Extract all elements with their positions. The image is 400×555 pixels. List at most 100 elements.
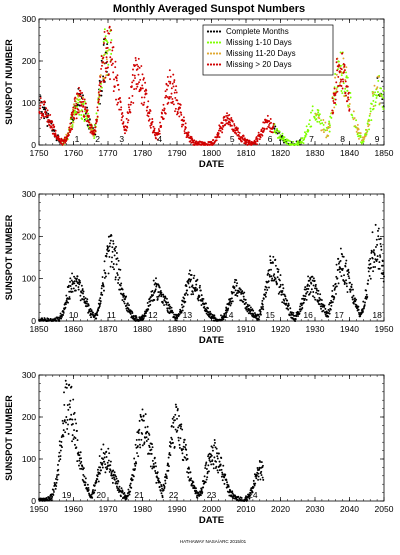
data-point bbox=[311, 275, 314, 278]
data-point bbox=[218, 469, 221, 472]
data-point bbox=[382, 273, 385, 276]
legend-box bbox=[202, 24, 334, 76]
data-point bbox=[324, 307, 327, 310]
data-point bbox=[238, 287, 241, 290]
data-point bbox=[271, 277, 274, 280]
data-point bbox=[109, 56, 112, 59]
data-point bbox=[161, 487, 163, 490]
data-point bbox=[269, 118, 272, 120]
data-point bbox=[343, 274, 345, 277]
data-point bbox=[191, 137, 194, 140]
y-tick-label: 200 bbox=[22, 412, 36, 422]
data-point bbox=[219, 463, 222, 466]
data-point bbox=[378, 238, 381, 241]
data-point bbox=[91, 128, 94, 131]
data-point bbox=[115, 477, 118, 480]
data-point bbox=[89, 307, 92, 310]
data-point bbox=[272, 122, 275, 125]
data-point bbox=[172, 311, 174, 314]
data-point bbox=[138, 428, 141, 431]
data-point bbox=[100, 67, 103, 70]
data-point bbox=[276, 282, 278, 285]
y-axis-label: SUNSPOT NUMBER bbox=[4, 395, 14, 481]
data-point bbox=[346, 291, 349, 293]
data-point bbox=[94, 126, 97, 129]
data-point bbox=[352, 294, 355, 297]
data-point bbox=[182, 445, 185, 448]
data-point bbox=[154, 461, 157, 464]
data-point bbox=[266, 127, 268, 130]
data-point bbox=[138, 66, 141, 69]
data-point bbox=[99, 90, 102, 93]
legend-swatch-dot bbox=[212, 52, 216, 55]
data-point bbox=[253, 312, 256, 314]
data-point bbox=[123, 302, 126, 305]
data-point bbox=[169, 441, 172, 444]
data-point bbox=[122, 300, 125, 303]
data-point bbox=[223, 313, 226, 316]
data-point bbox=[305, 125, 308, 128]
data-point bbox=[205, 462, 207, 465]
data-point bbox=[117, 259, 120, 262]
data-point bbox=[175, 319, 178, 322]
data-point bbox=[300, 304, 303, 307]
data-point bbox=[170, 306, 173, 309]
data-point bbox=[244, 298, 247, 301]
data-point bbox=[43, 106, 46, 109]
data-point bbox=[41, 317, 44, 320]
data-point bbox=[177, 426, 180, 429]
data-point bbox=[59, 312, 62, 315]
data-point bbox=[256, 467, 259, 469]
data-point bbox=[307, 275, 310, 278]
data-point bbox=[374, 101, 377, 104]
data-point bbox=[352, 288, 354, 291]
data-point bbox=[225, 119, 228, 122]
data-point bbox=[70, 125, 73, 128]
data-point bbox=[368, 114, 371, 117]
data-point bbox=[111, 477, 114, 480]
data-point bbox=[379, 92, 381, 95]
data-point bbox=[102, 40, 105, 43]
data-point bbox=[232, 497, 235, 500]
data-point bbox=[274, 277, 277, 280]
data-point bbox=[74, 418, 77, 421]
data-point bbox=[365, 289, 368, 292]
data-point bbox=[187, 131, 190, 134]
data-point bbox=[370, 103, 373, 105]
data-point bbox=[161, 301, 164, 304]
data-point bbox=[165, 94, 168, 97]
data-point bbox=[362, 310, 364, 312]
data-point bbox=[276, 132, 279, 135]
data-point bbox=[166, 76, 169, 78]
data-point bbox=[169, 454, 172, 457]
data-point bbox=[343, 95, 346, 98]
data-point bbox=[262, 121, 265, 124]
data-point bbox=[137, 432, 140, 434]
data-point bbox=[338, 64, 341, 67]
data-point bbox=[372, 107, 375, 110]
data-point bbox=[76, 439, 79, 442]
legend-swatch-dot bbox=[206, 41, 210, 44]
data-point bbox=[154, 472, 157, 474]
data-point bbox=[324, 129, 327, 132]
data-point bbox=[103, 42, 105, 45]
data-point bbox=[183, 438, 186, 441]
data-point bbox=[271, 131, 274, 134]
data-point bbox=[346, 273, 349, 276]
data-point bbox=[128, 484, 131, 487]
data-point bbox=[109, 242, 111, 245]
data-point bbox=[143, 442, 146, 445]
data-point bbox=[95, 479, 98, 482]
x-tick-label: 1990 bbox=[168, 504, 187, 514]
data-point bbox=[320, 119, 322, 122]
data-point bbox=[180, 425, 182, 428]
data-point bbox=[320, 305, 323, 308]
data-point bbox=[373, 84, 376, 87]
data-point bbox=[87, 112, 90, 115]
data-point bbox=[148, 433, 151, 436]
data-point bbox=[71, 440, 74, 443]
x-tick-label: 1760 bbox=[64, 148, 83, 158]
data-point bbox=[290, 141, 293, 143]
data-point bbox=[301, 141, 304, 144]
data-point bbox=[131, 74, 134, 76]
